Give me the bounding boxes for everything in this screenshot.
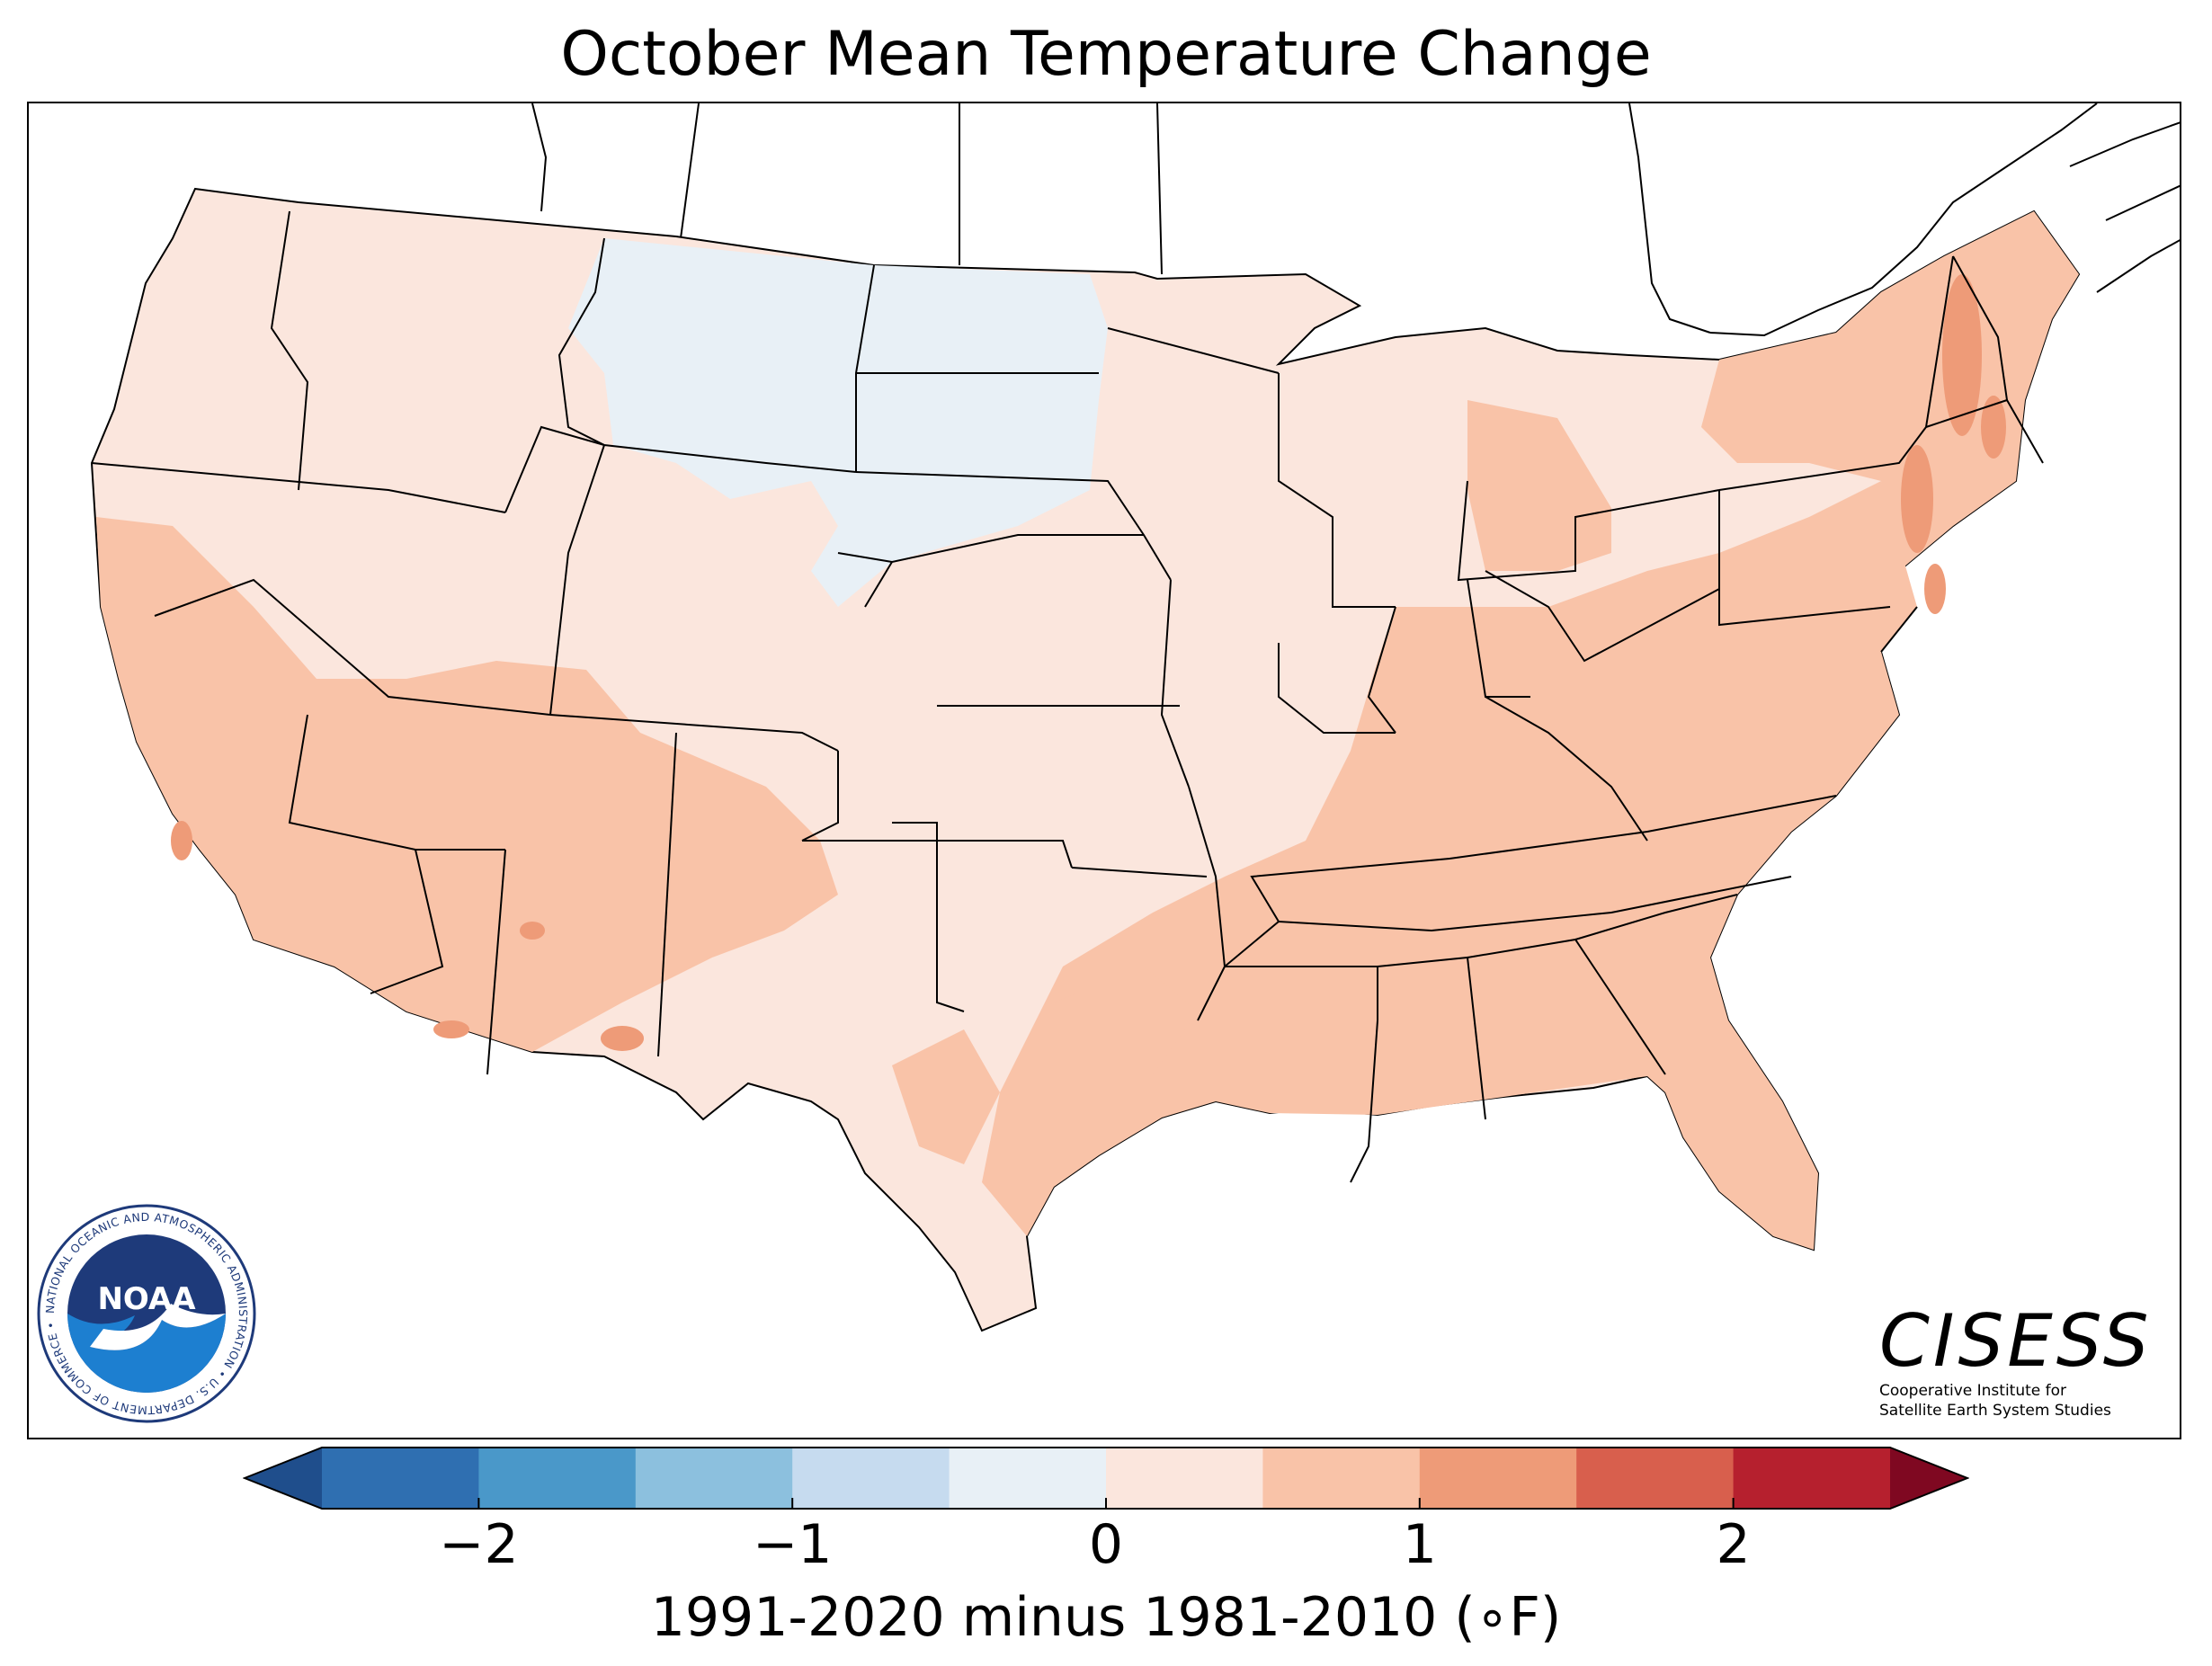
- noaa-logo: NATIONAL OCEANIC AND ATMOSPHERIC ADMINIS…: [36, 1203, 257, 1424]
- colorbar-bin: [322, 1448, 479, 1509]
- warm-areas-0p5-to-1: [96, 211, 2079, 1250]
- colorbar-bin: [792, 1448, 950, 1509]
- colorbar-bin: [1733, 1448, 1891, 1509]
- canada-border-lines: [531, 103, 2180, 337]
- map-panel: [27, 102, 2181, 1439]
- colorbar-bin: [635, 1448, 793, 1509]
- colorbar-tick-label: 2: [1716, 1513, 1751, 1576]
- colorbar-bin: [949, 1448, 1107, 1509]
- cisess-name: CISESS: [1879, 1299, 2153, 1383]
- colorbar-label: 1991-2020 minus 1981-2010 (∘F): [650, 1586, 1562, 1649]
- colorbar-bin: [478, 1448, 637, 1509]
- colorbar-bin: [1106, 1448, 1263, 1509]
- cool-region-northern-plains: [568, 238, 1108, 607]
- colorbar-outline: [243, 1447, 1969, 1510]
- cisess-logo: CISESS Cooperative Institute for Satelli…: [1879, 1302, 2167, 1421]
- colorbar-tick-label: 1: [1402, 1513, 1437, 1576]
- colorbar-extend-low: [245, 1448, 322, 1509]
- noaa-center-text: NOAA: [97, 1281, 196, 1317]
- colorbar-extend-high: [1890, 1448, 1967, 1509]
- colorbar-tick-label: −1: [752, 1513, 833, 1576]
- colorbar-bin: [1262, 1448, 1421, 1509]
- colorbar-bin: [1576, 1448, 1735, 1509]
- colorbar-tick-label: 0: [1088, 1513, 1124, 1576]
- colorbar-tick-label: −2: [439, 1513, 519, 1576]
- cisess-line1: Cooperative Institute for: [1879, 1382, 2067, 1400]
- colorbar-bin: [1419, 1448, 1577, 1509]
- colorbar: [243, 1447, 1969, 1510]
- map-title: October Mean Temperature Change: [560, 19, 1652, 90]
- state-borders: [91, 210, 2044, 1183]
- warm-areas-1-to-1p5: [171, 274, 2006, 1051]
- cisess-line2: Satellite Earth System Studies: [1879, 1402, 2111, 1420]
- us-temperature-change-map: [90, 103, 2180, 1332]
